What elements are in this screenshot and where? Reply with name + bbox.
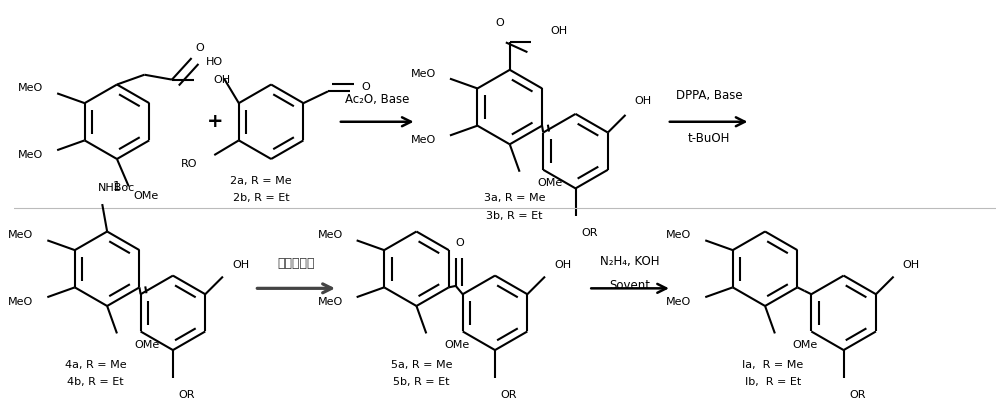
Text: O: O xyxy=(361,83,370,93)
Text: 2a, R = Me: 2a, R = Me xyxy=(230,176,292,186)
Text: 3a, R = Me: 3a, R = Me xyxy=(484,193,545,203)
Text: OH: OH xyxy=(554,260,571,270)
Text: OMe: OMe xyxy=(135,340,160,350)
Text: RO: RO xyxy=(181,159,198,169)
Text: MeO: MeO xyxy=(666,230,692,240)
Text: NHBoc: NHBoc xyxy=(98,183,136,193)
Text: N₂H₄, KOH: N₂H₄, KOH xyxy=(600,255,659,269)
Text: Ac₂O, Base: Ac₂O, Base xyxy=(345,93,409,106)
Text: OH: OH xyxy=(232,260,249,270)
Text: MeO: MeO xyxy=(18,83,43,93)
Text: MeO: MeO xyxy=(666,297,692,307)
Text: MeO: MeO xyxy=(318,230,343,240)
Text: MeO: MeO xyxy=(8,230,34,240)
Text: MeO: MeO xyxy=(411,135,436,145)
Text: OR: OR xyxy=(501,390,517,400)
Text: +: + xyxy=(207,112,223,131)
Text: OH: OH xyxy=(550,26,567,36)
Text: OMe: OMe xyxy=(134,191,159,201)
Text: 4b, R = Et: 4b, R = Et xyxy=(67,377,124,388)
Text: 2b, R = Et: 2b, R = Et xyxy=(233,193,290,203)
Text: DPPA, Base: DPPA, Base xyxy=(676,89,742,102)
Text: OR: OR xyxy=(178,390,195,400)
Text: Sovent: Sovent xyxy=(609,279,650,292)
Text: Ib,  R = Et: Ib, R = Et xyxy=(745,377,801,388)
Text: Ia,  R = Me: Ia, R = Me xyxy=(742,360,804,370)
Text: MeO: MeO xyxy=(411,69,436,79)
Text: OMe: OMe xyxy=(444,340,469,350)
Text: MeO: MeO xyxy=(8,297,34,307)
Text: 1: 1 xyxy=(113,180,121,193)
Text: O: O xyxy=(455,238,464,248)
Text: OH: OH xyxy=(903,260,920,270)
Text: O: O xyxy=(496,18,504,28)
Text: MeO: MeO xyxy=(318,297,343,307)
Text: MeO: MeO xyxy=(18,150,43,160)
Text: 5b, R = Et: 5b, R = Et xyxy=(393,377,450,388)
Text: t-BuOH: t-BuOH xyxy=(688,132,730,145)
Text: 3b, R = Et: 3b, R = Et xyxy=(486,211,543,221)
Text: 5a, R = Me: 5a, R = Me xyxy=(391,360,452,370)
Text: OH: OH xyxy=(635,96,652,106)
Text: OMe: OMe xyxy=(537,178,562,188)
Text: HO: HO xyxy=(206,57,223,67)
Text: OMe: OMe xyxy=(793,340,818,350)
Text: OR: OR xyxy=(581,229,598,239)
Text: 4a, R = Me: 4a, R = Me xyxy=(65,360,126,370)
Text: OH: OH xyxy=(213,75,230,85)
Text: O: O xyxy=(195,43,204,53)
Text: OR: OR xyxy=(849,390,866,400)
Text: 脱保护水解: 脱保护水解 xyxy=(277,257,314,270)
